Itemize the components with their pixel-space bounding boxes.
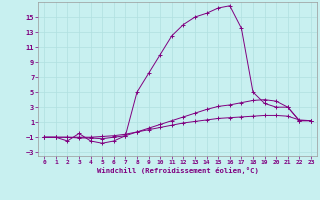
X-axis label: Windchill (Refroidissement éolien,°C): Windchill (Refroidissement éolien,°C) (97, 167, 259, 174)
